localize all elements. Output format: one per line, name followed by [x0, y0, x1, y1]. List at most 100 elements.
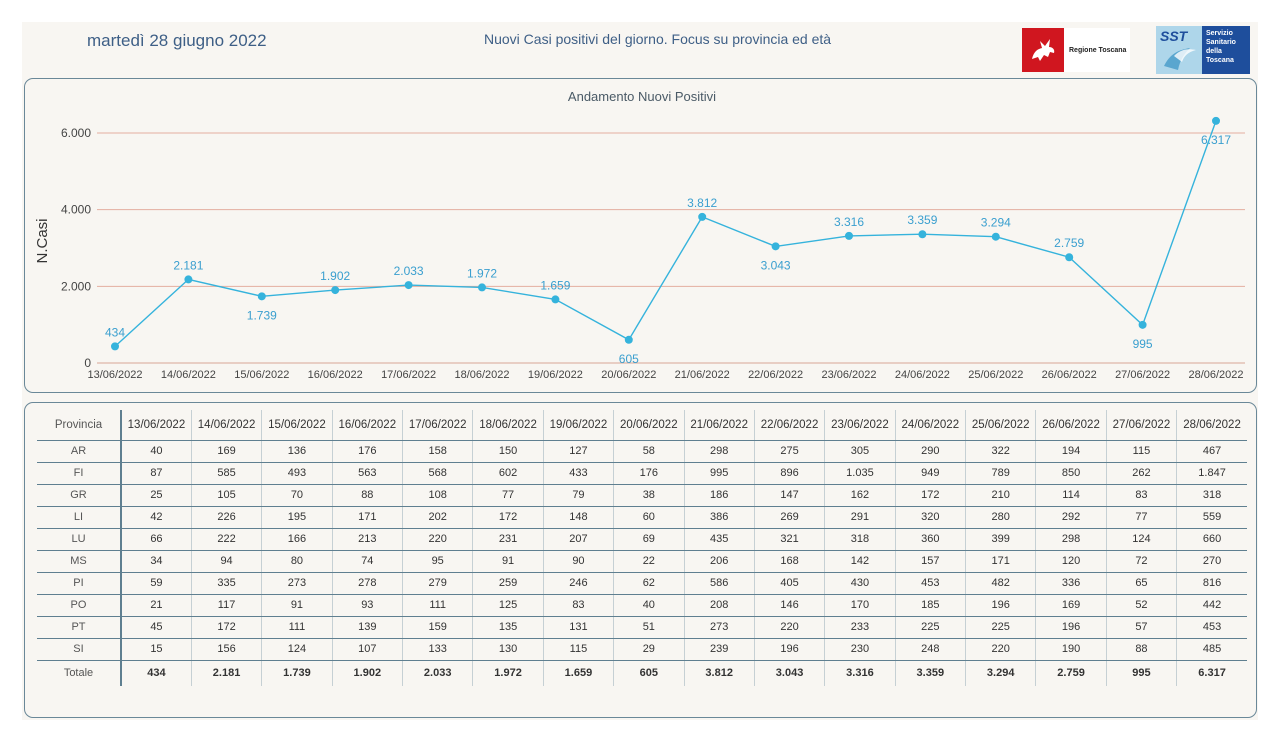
table-header-date: 19/06/2022 — [543, 410, 615, 441]
table-cell: 220 — [754, 616, 826, 639]
table-cell: 130 — [472, 638, 544, 661]
y-tick-label: 6.000 — [61, 126, 91, 140]
table-row: SI 15 156 124 107 133 130 115 29 239 196 230 248 220 1… — [37, 638, 1247, 661]
logo-regione-label: Regione Toscana — [1069, 46, 1127, 54]
data-label: 3.043 — [761, 258, 791, 272]
x-tick-label: 13/06/2022 — [87, 369, 142, 381]
table-cell: 995 — [684, 462, 755, 485]
table-cell: 147 — [754, 484, 826, 507]
x-tick-label: 19/06/2022 — [528, 369, 583, 381]
data-label: 1.739 — [247, 308, 277, 322]
table-cell: 231 — [472, 528, 544, 551]
data-point — [111, 342, 119, 351]
table-header-date: 20/06/2022 — [613, 410, 685, 441]
data-label: 1.659 — [540, 278, 570, 292]
table-cell: 1.847 — [1176, 462, 1247, 485]
line-chart: Andamento Nuovi Positivi N.Casi 0 2.000 4.00… — [34, 89, 1245, 381]
table-cell: 70 — [261, 484, 333, 507]
table-cell: 66 — [121, 528, 192, 551]
table-cell: 482 — [965, 572, 1037, 595]
data-point — [1138, 320, 1147, 329]
x-tick-label: 15/06/2022 — [234, 369, 289, 381]
table-cell: 949 — [895, 462, 967, 485]
table-header-date: 24/06/2022 — [895, 410, 967, 441]
table-cell: 162 — [824, 484, 896, 507]
table-cell: 169 — [1035, 594, 1107, 617]
table-cell: 213 — [332, 528, 404, 551]
data-point — [551, 295, 560, 304]
table-cell: 29 — [613, 638, 685, 661]
table-cell: 816 — [1176, 572, 1247, 595]
table-cell: 660 — [1176, 528, 1247, 551]
table-cell: 131 — [543, 616, 615, 639]
province-name: LI — [37, 506, 122, 529]
table-cell: 222 — [191, 528, 263, 551]
table-cell: 405 — [754, 572, 826, 595]
table-cell: 208 — [684, 594, 755, 617]
table-cell: 168 — [754, 550, 826, 573]
province-name: AR — [37, 440, 122, 463]
logo-sst-mark: SST — [1160, 28, 1188, 44]
sst-bird-icon: SST — [1156, 26, 1202, 74]
total-cell: 3.359 — [895, 660, 967, 686]
table-cell: 146 — [754, 594, 826, 617]
table-cell: 142 — [824, 550, 896, 573]
table-row: LU 66 222 166 213 220 231 207 69 435 321 318 360 399 2… — [37, 528, 1247, 551]
table-cell: 269 — [754, 506, 826, 529]
total-cell: 3.316 — [824, 660, 896, 686]
table-cell: 206 — [684, 550, 755, 573]
total-label: Totale — [37, 660, 122, 686]
series-line — [114, 120, 1217, 347]
table-cell: 226 — [191, 506, 263, 529]
table-cell: 69 — [613, 528, 685, 551]
table-cell: 79 — [543, 484, 615, 507]
table-cell: 275 — [754, 440, 826, 463]
table-cell: 196 — [1035, 616, 1107, 639]
table-cell: 127 — [543, 440, 615, 463]
table-cell: 34 — [121, 550, 192, 573]
table-cell: 896 — [754, 462, 826, 485]
table-cell: 279 — [402, 572, 474, 595]
table-cell: 62 — [613, 572, 685, 595]
table-cell: 194 — [1035, 440, 1107, 463]
table-header-date: 26/06/2022 — [1035, 410, 1107, 441]
table-cell: 433 — [543, 462, 615, 485]
table-cell: 115 — [543, 638, 615, 661]
table-cell: 124 — [261, 638, 333, 661]
table-cell: 386 — [684, 506, 755, 529]
province-name: FI — [37, 462, 122, 485]
data-point — [845, 231, 853, 240]
table-cell: 453 — [1176, 616, 1247, 639]
table-cell: 83 — [1106, 484, 1178, 507]
table-cell: 148 — [543, 506, 615, 529]
total-cell: 6.317 — [1198, 667, 1226, 680]
data-label: 2.181 — [173, 258, 203, 272]
table-cell: 336 — [1035, 572, 1107, 595]
data-label: 3.812 — [687, 196, 717, 210]
table-cell: 185 — [895, 594, 967, 617]
table-cell: 77 — [472, 484, 544, 507]
data-point — [1212, 116, 1220, 125]
total-cell: 2.033 — [402, 660, 474, 686]
table-cell: 298 — [684, 440, 755, 463]
x-tick-label: 14/06/2022 — [161, 369, 216, 381]
table-cell: 789 — [965, 462, 1037, 485]
table-cell: 190 — [1035, 638, 1107, 661]
table-header-date: 25/06/2022 — [965, 410, 1037, 441]
table-cell: 430 — [824, 572, 896, 595]
x-tick-label: 18/06/2022 — [454, 369, 509, 381]
table-cell: 169 — [191, 440, 263, 463]
logo-sst-text: Servizio Sanitario della Toscana — [1202, 26, 1250, 74]
table-cell: 568 — [402, 462, 474, 485]
table-cell: 196 — [965, 594, 1037, 617]
data-point — [918, 230, 927, 239]
table-cell: 150 — [472, 440, 544, 463]
table-cell: 176 — [332, 440, 404, 463]
data-label: 1.972 — [467, 266, 497, 280]
table-cell: 195 — [261, 506, 333, 529]
logo-sst-line: della — [1206, 48, 1222, 55]
table-cell: 485 — [1176, 638, 1247, 661]
table-header-date: 14/06/2022 — [191, 410, 263, 441]
table-cell: 117 — [191, 594, 263, 617]
chart-panel: Andamento Nuovi Positivi N.Casi 0 2.000 4.00… — [24, 78, 1257, 393]
